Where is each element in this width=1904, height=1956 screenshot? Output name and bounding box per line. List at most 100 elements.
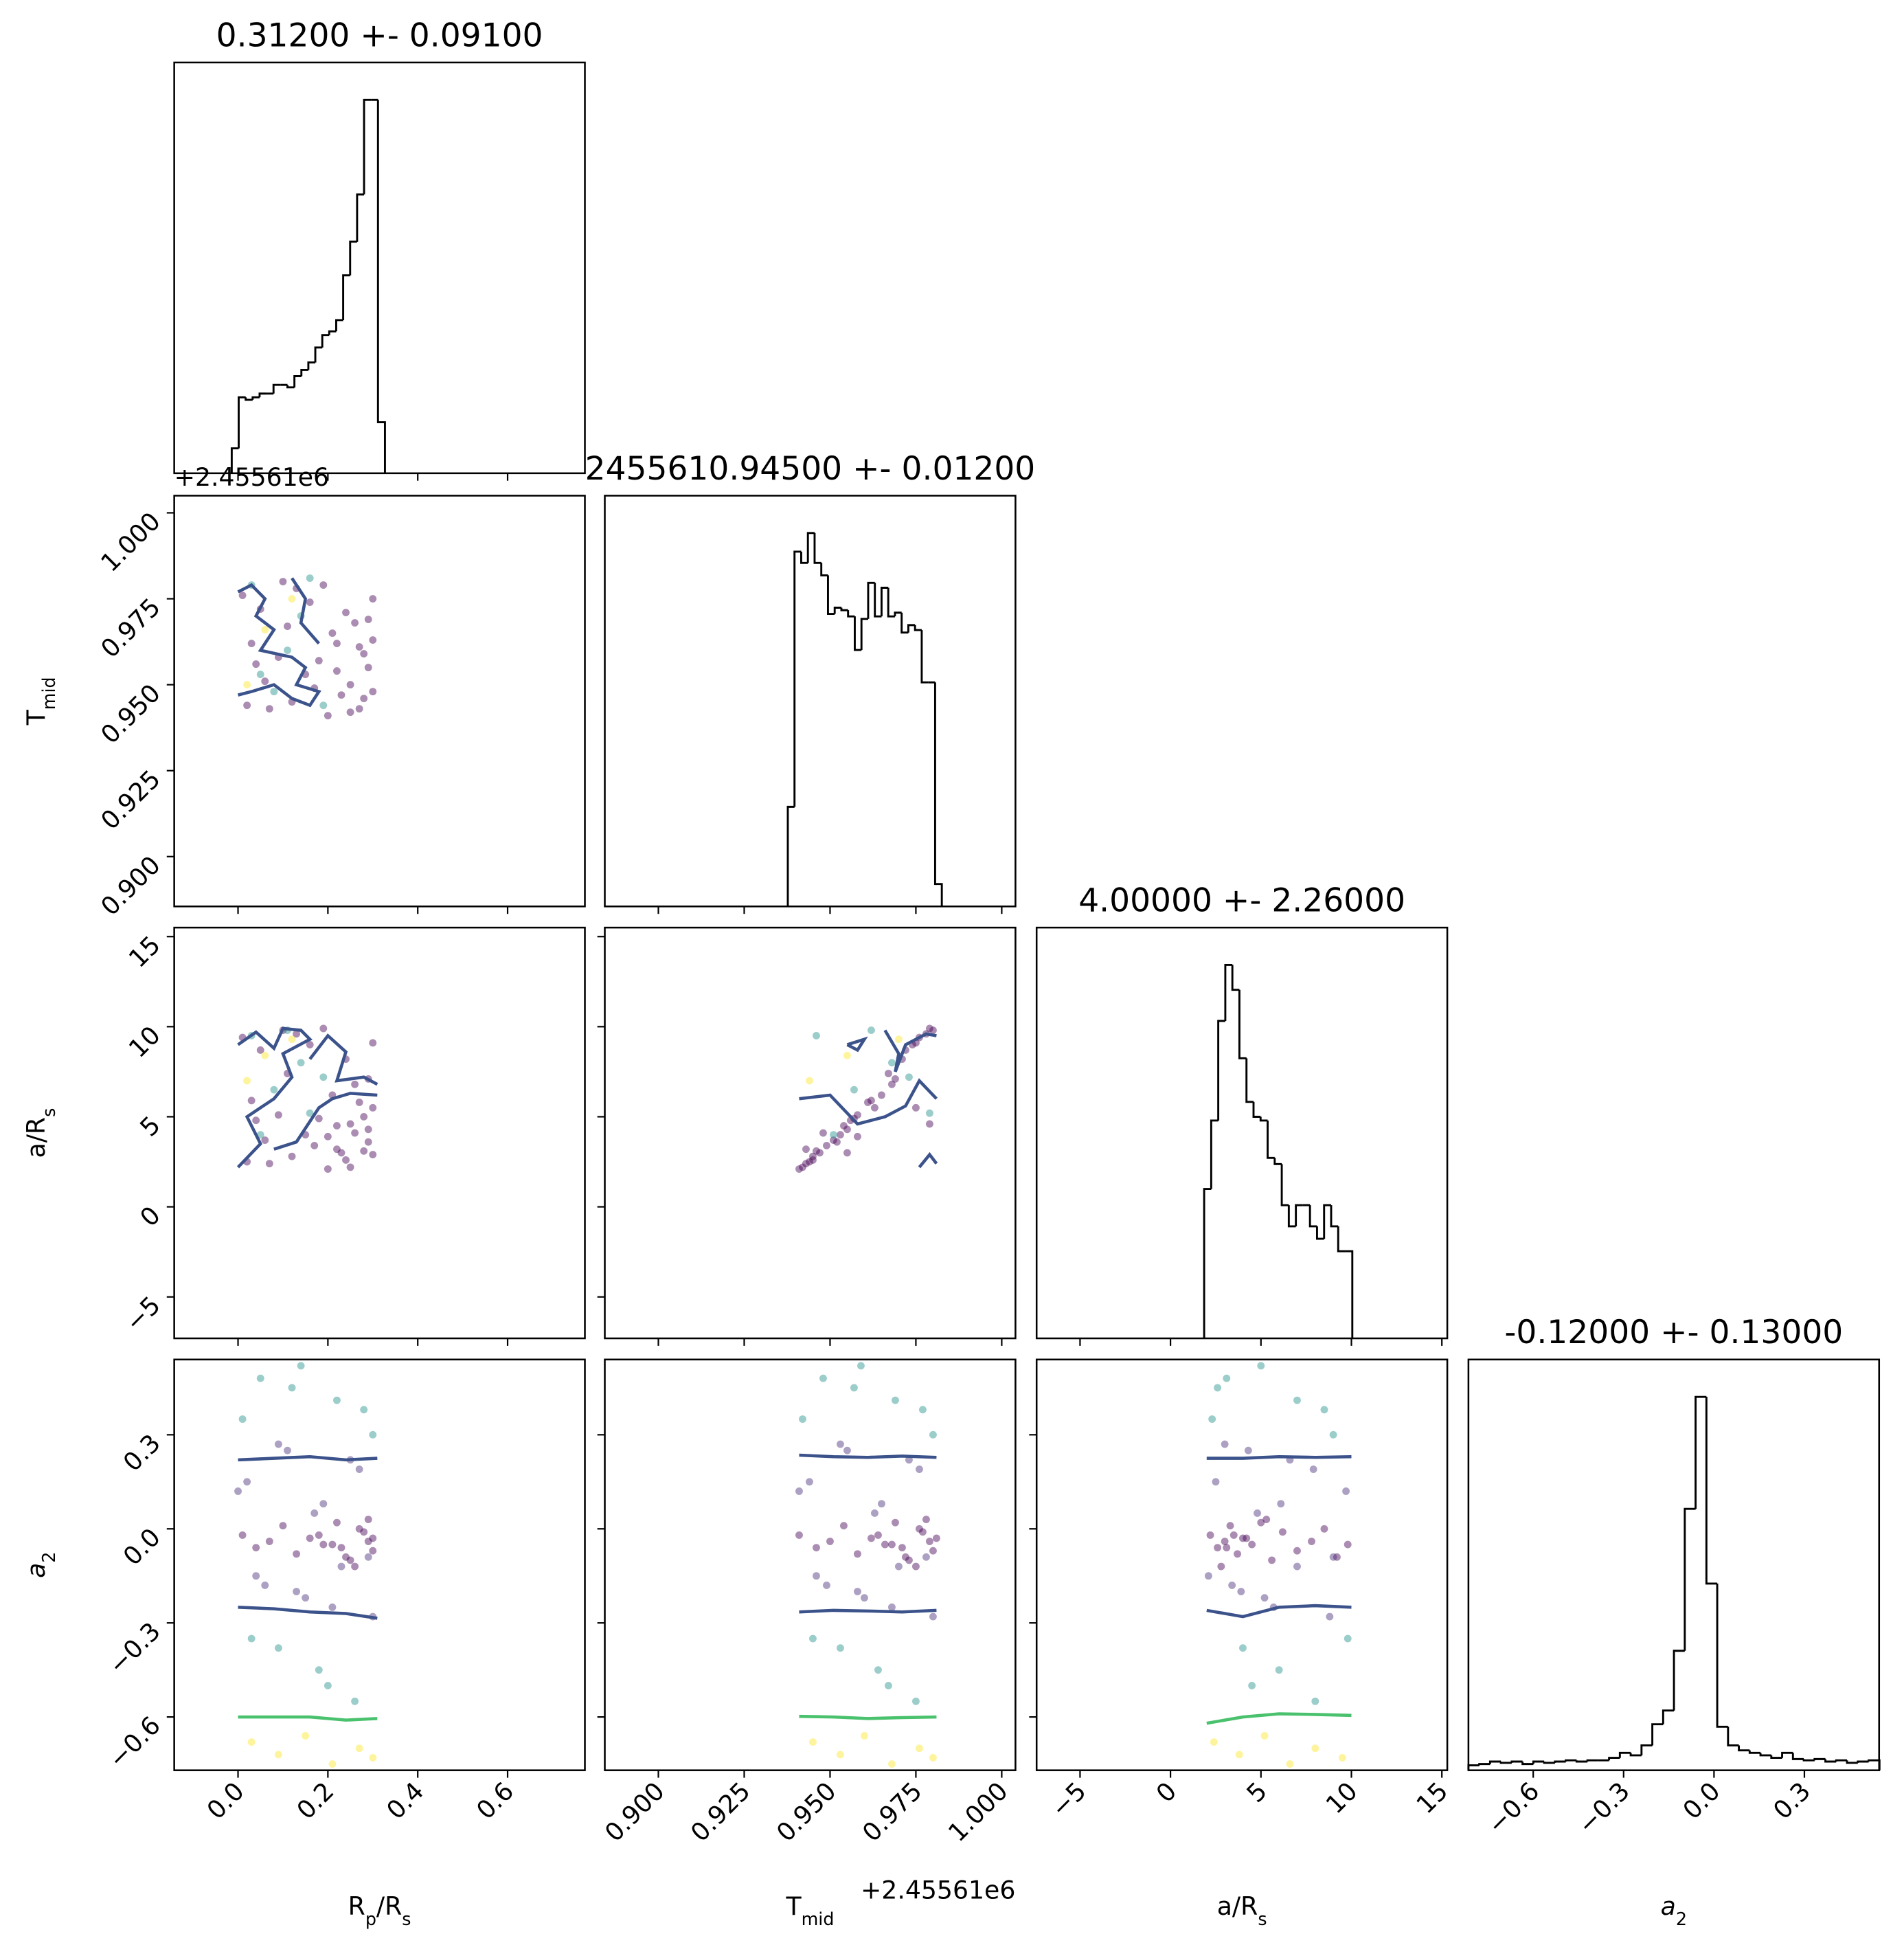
sample-point <box>915 1525 923 1533</box>
sample-point <box>823 1581 830 1589</box>
label-part: 2 <box>1676 1909 1687 1929</box>
sample-point <box>252 1544 260 1552</box>
sample-point <box>351 1562 359 1571</box>
sample-point <box>905 1456 913 1464</box>
contour-line <box>918 1151 938 1169</box>
sample-point <box>857 1362 865 1370</box>
panel-frame <box>1035 926 1449 1340</box>
hist-bin <box>833 607 841 614</box>
sample-point <box>346 681 354 689</box>
y-offset-text: +2.45561e6 <box>174 462 329 492</box>
label-part: a/R <box>1217 1891 1258 1921</box>
sample-point <box>355 643 363 651</box>
hist-bin <box>1295 1204 1303 1226</box>
x-tick-label: 1.000 <box>942 1776 1014 1847</box>
hist-bin <box>1210 1119 1219 1189</box>
sample-point <box>324 1165 332 1173</box>
sample-point <box>1214 1544 1222 1552</box>
hist-bin <box>293 375 302 387</box>
sample-point <box>333 667 341 675</box>
y-tick-label: 0.900 <box>95 850 166 921</box>
sample-point <box>265 1538 273 1545</box>
y-tick-label: 0.950 <box>95 678 166 750</box>
sample-point <box>306 1109 314 1117</box>
sample-point <box>1244 1446 1252 1454</box>
sample-point <box>369 595 377 603</box>
sample-point <box>364 1538 372 1545</box>
hist-bin <box>786 805 795 907</box>
sample-point <box>243 681 251 689</box>
panel-title: 2455610.94500 +- 0.01200 <box>585 450 1036 488</box>
sample-point <box>337 1562 345 1571</box>
sample-point <box>868 1097 875 1105</box>
contour-line <box>238 1455 378 1462</box>
sample-point <box>1226 1522 1234 1530</box>
hist-bin <box>1575 1760 1588 1763</box>
sample-point <box>1239 1644 1247 1652</box>
sample-point <box>854 1588 861 1595</box>
y-axis-label: a2 <box>21 1552 59 1578</box>
sample-point <box>319 581 328 589</box>
sample-point <box>369 688 377 696</box>
sample-point <box>333 1396 341 1404</box>
sample-point <box>324 1132 332 1140</box>
sample-point <box>279 1522 287 1530</box>
sample-point <box>333 1122 341 1130</box>
sample-point <box>874 1531 882 1539</box>
sample-point <box>234 1487 242 1495</box>
x-tick-label: 0.0 <box>1677 1776 1725 1825</box>
sample-point <box>1277 1500 1285 1508</box>
sample-point <box>364 1138 372 1146</box>
sample-point <box>288 1152 296 1160</box>
sample-point <box>1223 1374 1231 1382</box>
sample-point <box>925 1024 933 1033</box>
hist-bin <box>258 392 267 398</box>
sample-point <box>261 626 269 634</box>
sample-point <box>315 657 323 665</box>
sample-point <box>911 1103 920 1112</box>
hist-bin <box>1521 1762 1534 1766</box>
sample-point <box>351 619 359 627</box>
hist-bin <box>321 334 330 348</box>
panel-frame <box>604 495 1017 908</box>
sample-point <box>1293 1547 1301 1555</box>
sample-point <box>324 712 332 720</box>
sample-point <box>888 1540 896 1549</box>
sample-point <box>261 1051 269 1059</box>
hist-bin <box>363 98 372 194</box>
y-tick-label: 0.3 <box>117 1428 166 1477</box>
hist-bin <box>914 625 922 631</box>
hist-bin <box>251 396 260 400</box>
sample-point <box>302 1732 310 1740</box>
sample-point <box>1248 1540 1256 1549</box>
sample-point <box>918 1406 927 1414</box>
sample-point <box>315 1114 323 1123</box>
label-part: a/R <box>21 1117 51 1158</box>
hist-bin <box>1868 1759 1881 1770</box>
sample-point <box>297 1362 305 1370</box>
sample-point <box>888 1059 896 1067</box>
sample-point <box>833 1138 841 1146</box>
y-tick-label: 1.000 <box>95 506 166 578</box>
sample-point <box>915 1744 923 1753</box>
sample-point <box>1320 1406 1328 1414</box>
hist-bin <box>860 618 868 651</box>
sample-point <box>1237 1588 1245 1595</box>
hist-bin <box>230 447 239 473</box>
sample-point <box>319 701 328 710</box>
sample-point <box>799 1415 806 1423</box>
sample-point <box>351 1697 359 1705</box>
hist-bin <box>238 396 246 449</box>
hist-bin <box>867 581 875 619</box>
hist-bin <box>1315 1226 1324 1240</box>
sample-point <box>243 1478 251 1486</box>
hist-bin <box>1267 1120 1275 1159</box>
sample-point <box>1221 1440 1229 1448</box>
hist-bin <box>806 532 815 563</box>
label-part: a <box>1661 1891 1676 1921</box>
x-tick-label: 0.950 <box>771 1776 842 1847</box>
y-axis-label: a/Rs <box>21 1108 59 1158</box>
sample-point <box>894 1562 903 1571</box>
sample-point <box>891 1075 899 1083</box>
